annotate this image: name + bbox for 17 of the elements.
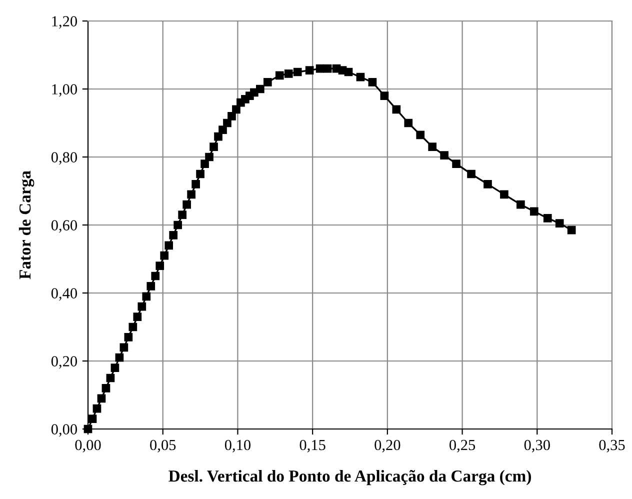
y-tick-label: 0,80 — [51, 152, 77, 165]
y-tick-label: 0,00 — [51, 424, 77, 437]
x-tick-label: 0,20 — [374, 440, 400, 452]
y-tick-label: 0,40 — [51, 288, 77, 301]
y-tick-label: 0,20 — [51, 356, 77, 369]
y-tick-label: 1,00 — [52, 84, 77, 97]
x-tick-label: 0,10 — [224, 440, 250, 452]
y-axis-title: Fator de Carga — [18, 170, 34, 280]
x-tick-label: 0,30 — [524, 440, 550, 452]
x-axis-title: Desl. Vertical do Ponto de Aplicação da Carga (cm) — [168, 470, 531, 486]
y-tick-label: 0,60 — [51, 220, 77, 233]
x-tick-label: 0,00 — [75, 440, 101, 452]
x-tick-label: 0,05 — [150, 440, 176, 452]
x-tick-label: 0,35 — [599, 440, 625, 452]
y-tick-label: 1,20 — [52, 16, 77, 29]
x-tick-label: 0,15 — [300, 440, 326, 452]
x-tick-label: 0,25 — [450, 440, 476, 452]
